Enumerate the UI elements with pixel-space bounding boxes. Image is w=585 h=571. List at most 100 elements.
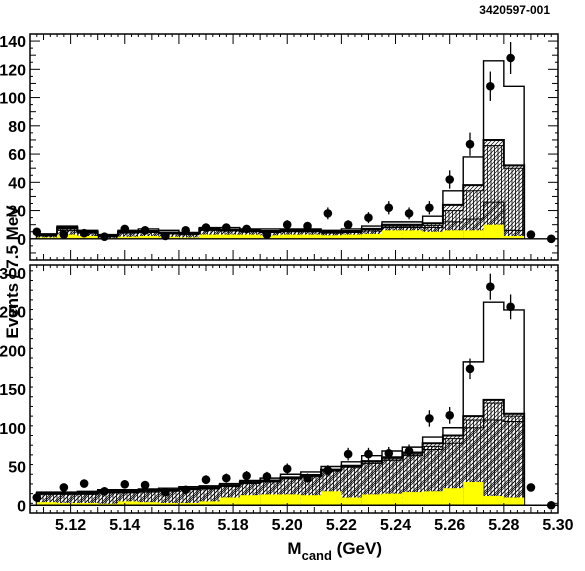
bottom-yellow-fill-bin-20 — [442, 488, 464, 506]
top-yellow-fill-bin-9 — [219, 234, 240, 239]
bottom-diagonal-hatch-bin-1 — [57, 494, 78, 506]
top-data-point-11 — [262, 230, 272, 239]
top-diagonal-hatch-bin-7 — [178, 234, 200, 239]
top-data-point-8 — [201, 223, 211, 232]
bottom-data-point-15 — [343, 449, 353, 459]
top-yellow-fill-bin-13 — [300, 234, 322, 239]
bottom-data-point-24 — [526, 483, 536, 492]
bottom-outline-total-outline — [36, 301, 525, 506]
top-data-point-13 — [303, 221, 312, 231]
bottom-diagonal-hatch-bin-2 — [77, 494, 98, 506]
top-data-point-24 — [526, 230, 536, 239]
top-data-point-5 — [140, 226, 150, 235]
bottom-data-point-13 — [303, 473, 312, 483]
top-y-tick-label: 60 — [8, 147, 26, 164]
bottom-y-tick-label: 300 — [0, 266, 26, 283]
bottom-yellow-fill-bin-22 — [483, 495, 504, 506]
top-panel: 0 20 40 60 80 100 120 140 — [0, 33, 559, 261]
bottom-data-point-1 — [59, 483, 69, 492]
top-data-point-0 — [32, 227, 42, 237]
bottom-data-point-22 — [486, 282, 495, 292]
bottom-yellow-fill-bin-5 — [138, 502, 159, 506]
bottom-data-point-0 — [32, 493, 42, 502]
x-tick-label: 5.24 — [380, 517, 411, 534]
top-yellow-fill-bin-12 — [280, 234, 301, 239]
x-axis-label: Mcand (GeV) — [287, 539, 382, 563]
bottom-data-point-11 — [262, 472, 272, 481]
x-tick-labels: 5.12 5.14 5.16 5.18 5.20 5.22 5.24 5.26 5.28 5.30 — [55, 517, 574, 534]
top-yellow-fill-bin-20 — [442, 230, 464, 239]
top-yellow-fill-bin-15 — [341, 234, 362, 239]
x-tick-label: 5.20 — [272, 517, 303, 534]
bottom-diagonal-hatch-outline — [36, 419, 525, 506]
bottom-yellow-fill-bin-15 — [341, 497, 362, 506]
top-data-point-9 — [222, 223, 231, 232]
x-tick-label: 5.30 — [542, 517, 573, 534]
top-diagonal-hatch-bin-23 — [503, 230, 525, 239]
bottom-yellow-fill-bin-11 — [260, 494, 281, 506]
top-yellow-fill-bin-2 — [77, 235, 98, 239]
top-data-point-20 — [445, 175, 454, 184]
top-yellow-fill-bin-21 — [463, 230, 484, 239]
x-tick-label: 5.28 — [488, 517, 519, 534]
bottom-y-tick-label: 150 — [0, 382, 26, 399]
bottom-panel: 0 50 100 150 200 250 300 — [0, 264, 559, 515]
bottom-y-tick-label: 250 — [0, 305, 26, 322]
top-y-tick-label: 120 — [0, 62, 26, 79]
top-diagonal-hatch-outline — [36, 201, 525, 239]
top-yellow-fill-bin-10 — [239, 234, 261, 239]
bottom-diagonal-hatch-bin-22 — [483, 420, 504, 506]
bottom-yellow-fill-bin-0 — [36, 502, 58, 506]
bottom-data-point-5 — [140, 480, 150, 490]
bottom-data-point-10 — [242, 471, 251, 481]
top-data-point-21 — [465, 139, 475, 149]
bottom-yellow-fill-bin-2 — [77, 502, 98, 506]
bottom-yellow-fill-bin-4 — [118, 501, 139, 506]
top-y-tick-label: 20 — [8, 204, 26, 221]
top-data-point-19 — [425, 203, 434, 213]
top-yellow-fill-bin-23 — [503, 235, 525, 239]
top-data-point-18 — [404, 209, 414, 218]
top-data-point-15 — [343, 220, 353, 229]
bottom-diagonal-hatch-bin-5 — [138, 492, 159, 506]
top-yellow-fill-bin-14 — [321, 235, 342, 239]
top-yellow-fill-bin-22 — [483, 224, 504, 239]
bottom-data-point-4 — [120, 480, 130, 489]
top-yellow-fill-bin-7 — [178, 237, 200, 239]
bottom-yellow-fill-bin-8 — [199, 501, 220, 506]
top-data-point-12 — [282, 220, 292, 229]
bottom-data-point-19 — [425, 414, 434, 423]
bottom-data-point-6 — [161, 487, 170, 497]
x-tick-label: 5.22 — [326, 517, 357, 534]
top-data-point-3 — [100, 232, 109, 241]
top-data-point-22 — [486, 81, 495, 91]
top-data-point-16 — [364, 213, 373, 222]
bottom-data-point-8 — [201, 475, 211, 484]
top-yellow-fill-bin-5 — [138, 235, 159, 239]
top-y-tick-label: 80 — [8, 119, 26, 136]
bottom-y-tick-label: 100 — [0, 421, 26, 438]
top-outline-thick-outline — [35, 138, 526, 239]
bottom-diagonal-hatch-bin-8 — [199, 488, 220, 506]
bottom-data-point-7 — [181, 485, 190, 495]
bottom-data-point-18 — [404, 446, 414, 456]
bottom-yellow-fill-bin-3 — [97, 503, 118, 506]
bottom-diagonal-hatch-bin-23 — [503, 421, 525, 506]
bottom-yellow-fill-bin-14 — [321, 491, 342, 506]
bottom-data-point-2 — [79, 479, 89, 488]
bottom-data-point-12 — [282, 464, 292, 474]
x-axis-label-unit: (GeV) — [332, 539, 382, 558]
top-diagonal-hatch-bin-5 — [138, 232, 159, 239]
bottom-data-point-16 — [364, 449, 373, 459]
bottom-yellow-fill-bin-12 — [280, 494, 301, 506]
bottom-yellow-fill-bin-1 — [57, 502, 78, 506]
x-tick-label: 5.26 — [434, 517, 465, 534]
bottom-yellow-fill-bin-18 — [402, 492, 423, 506]
bottom-data-point-20 — [445, 411, 454, 420]
x-axis-label-sub: cand — [302, 548, 332, 563]
bottom-yellow-fill-bin-6 — [158, 502, 179, 506]
top-yellow-fill-bin-18 — [402, 230, 423, 239]
top-yellow-fill-bin-19 — [422, 231, 443, 239]
bottom-yellow-fill-bin-10 — [239, 495, 261, 506]
